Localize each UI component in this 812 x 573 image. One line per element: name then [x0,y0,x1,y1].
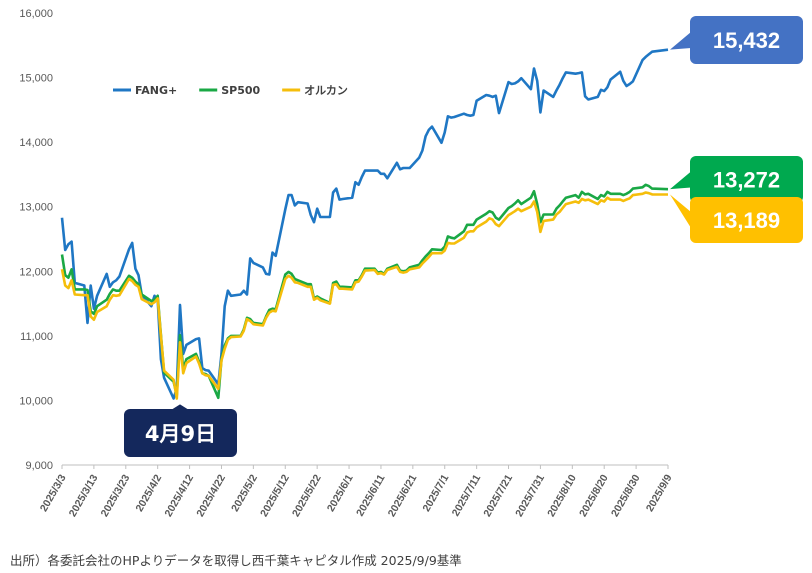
chart-series-lines [60,48,669,400]
series-line [60,48,669,400]
legend-label: SP500 [221,84,260,97]
x-tick-label: 2025/8/20 [577,472,611,519]
chart-callouts: 15,432 13,272 13,189 4月9日 [124,16,803,457]
y-tick-label: 11,000 [20,331,53,343]
callout-box [690,156,803,203]
x-tick-label: 2025/8/10 [545,472,579,519]
x-tick-label: 2025/5/2 [229,472,260,514]
line-chart: 9,000 10,000 11,000 12,000 13,000 14,000 15,00… [19,8,803,519]
x-tick-label: 2025/9/9 [644,472,675,514]
series-line [60,191,669,400]
annotation-pointer [171,404,190,410]
y-tick-label: 14,000 [19,137,53,149]
callout-pointer [670,171,691,190]
callout-pointer [670,32,691,50]
x-tick-label: 2025/5/12 [258,472,292,519]
series-line [60,183,669,400]
callout-box [690,197,803,243]
x-tick-label: 2025/4/12 [162,472,196,519]
chart-legend: FANG+ SP500 オルカン [113,84,348,97]
callout-box [690,16,803,64]
legend-label: FANG+ [135,84,177,97]
x-tick-label: 2025/7/31 [513,472,547,519]
x-tick-label: 2025/3/13 [67,472,101,519]
y-tick-label: 9,000 [25,460,53,472]
x-tick-label: 2025/6/21 [386,472,420,519]
x-tick-label: 2025/4/2 [133,472,164,514]
x-tick-label: 2025/7/21 [481,472,515,519]
x-tick-label: 2025/7/11 [450,472,484,518]
y-tick-label: 16,000 [19,8,53,20]
source-footnote: 出所）各委託会社のHPよりデータを取得し西千葉キャピタル作成 2025/9/9基… [10,553,462,568]
legend-label: オルカン [304,84,348,97]
x-tick-label: 2025/4/22 [194,472,228,519]
callout-value-label: 13,272 [713,168,780,193]
callout-value-label: 13,189 [713,208,780,233]
x-tick-label: 2025/3/3 [38,472,69,514]
callout-value-label: 15,432 [713,28,780,53]
x-tick-label: 2025/3/23 [99,472,133,519]
y-tick-label: 12,000 [19,266,53,278]
callout-pointer [670,194,691,228]
x-tick-label: 2025/5/22 [290,472,324,519]
y-tick-label: 10,000 [19,395,53,407]
y-tick-label: 13,000 [19,202,53,214]
y-tick-label: 15,000 [19,73,53,85]
x-tick-label: 2025/6/1 [325,472,356,514]
annotation-label: 4月9日 [145,422,216,446]
annotation-box [124,409,237,457]
x-tick-label: 2025/6/11 [354,472,388,518]
x-tick-label: 2025/7/1 [421,472,452,514]
x-tick-label: 2025/8/30 [609,472,643,519]
